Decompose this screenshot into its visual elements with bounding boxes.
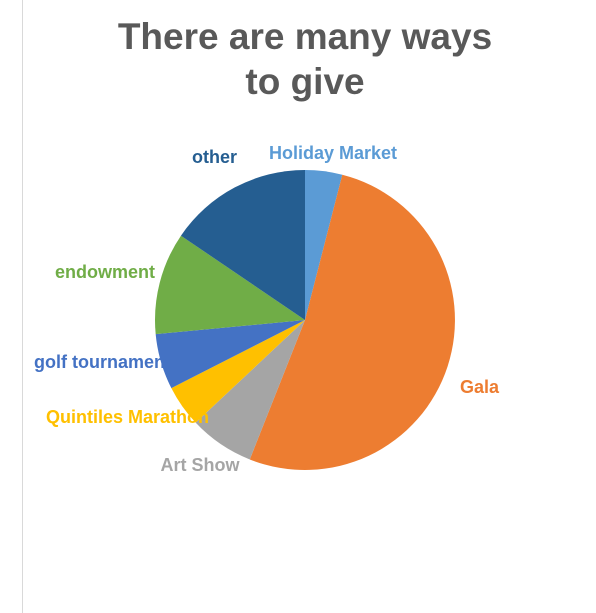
slice-label-golf-tournament: golf tournament [34,352,171,372]
pie-slice-gala [249,174,455,470]
pie-slice-endowment [155,235,305,335]
pie-slice-other [180,170,305,320]
slice-label-art-show: Art Show [161,455,241,475]
chart-title: There are many ways to give [117,16,493,102]
slice-label-endowment: endowment [55,262,155,282]
slice-label-gala: Gala [460,377,500,397]
pie-slice-art-show [195,320,305,460]
slice-label-quintiles-marathon: Quintiles Marathon [46,407,209,427]
slice-label-other: other [192,147,237,167]
pie-slice-quintiles-marathon [171,320,305,423]
pie-slice-holiday-market [305,170,343,320]
slice-label-holiday-market: Holiday Market [269,143,397,163]
pie-slice-golf-tournament [155,320,305,389]
plot-area-border [22,0,23,613]
